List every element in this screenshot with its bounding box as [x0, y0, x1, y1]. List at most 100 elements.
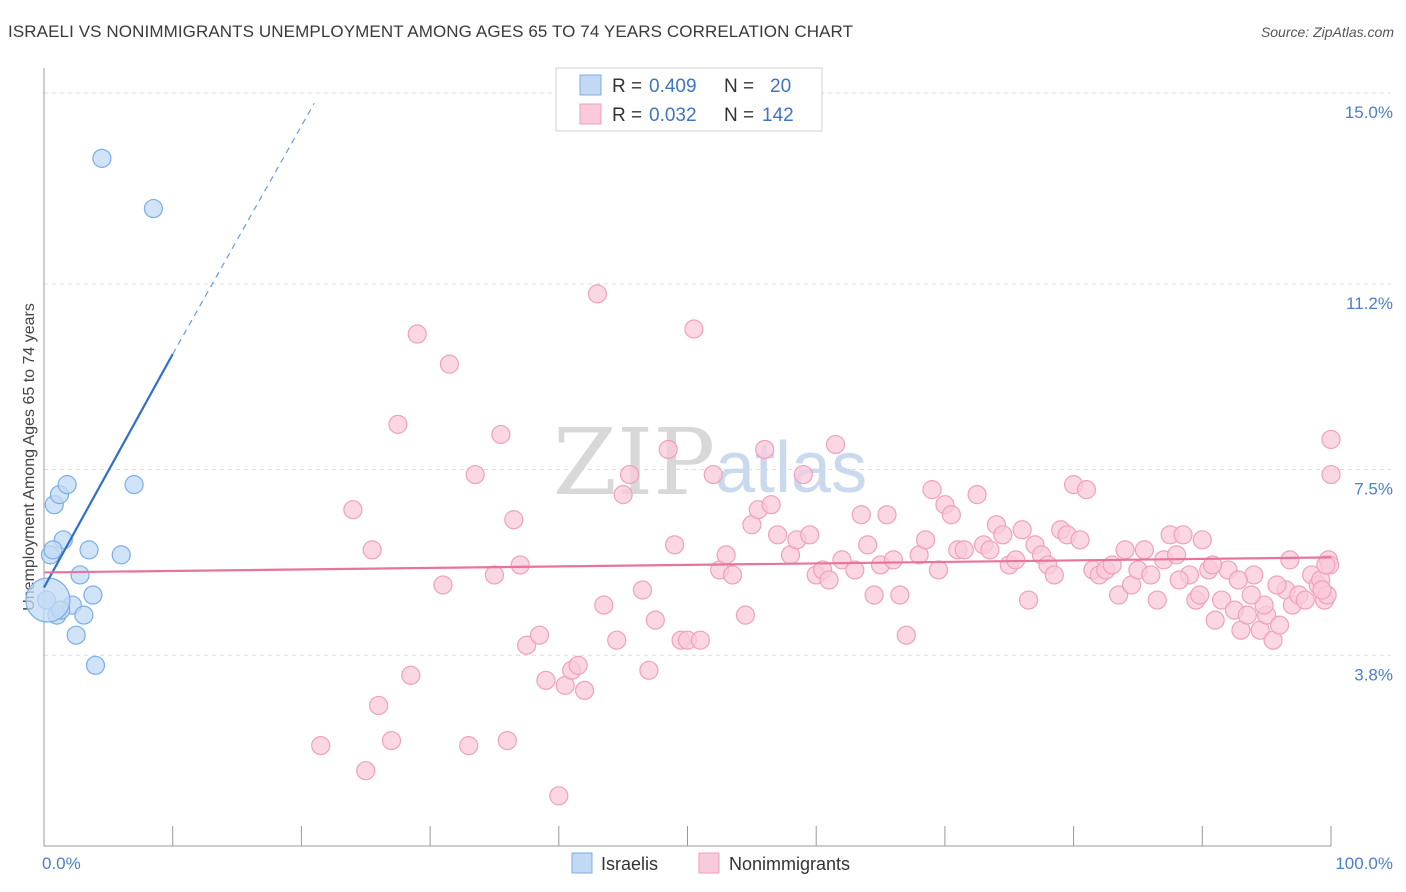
point-nonimmigrants-127: [1295, 590, 1315, 610]
legend-r-label-1: R =: [612, 76, 642, 97]
point-nonimmigrants-31: [632, 580, 653, 600]
y-tick-label-0: 3.8%: [1354, 665, 1393, 684]
point-nonimmigrants-39: [690, 630, 710, 650]
bottom-legend-swatch-israelis: [571, 852, 593, 874]
point-nonimmigrants-61: [858, 535, 878, 555]
legend-r-value-1: 0.409: [649, 76, 697, 97]
legend-n-value-1: 20: [770, 76, 791, 97]
point-nonimmigrants-28: [607, 630, 627, 650]
legend-r-label-2: R =: [612, 105, 642, 126]
point-nonimmigrants-111: [1192, 530, 1212, 550]
point-nonimmigrants-71: [928, 560, 949, 580]
point-nonimmigrants-62: [864, 585, 884, 605]
point-nonimmigrants-32: [639, 660, 659, 680]
point-nonimmigrants-75: [954, 540, 974, 560]
point-nonimmigrants-114: [1212, 590, 1232, 610]
point-nonimmigrants-43: [722, 565, 743, 585]
point-nonimmigrants-70: [922, 480, 942, 500]
point-nonimmigrants-1: [343, 500, 363, 520]
point-nonimmigrants-15: [497, 730, 517, 751]
point-nonimmigrants-97: [1102, 555, 1122, 575]
point-nonimmigrants-104: [1147, 590, 1167, 610]
point-nonimmigrants-57: [825, 434, 846, 455]
point-nonimmigrants-34: [658, 439, 678, 460]
point-nonimmigrants-140: [1267, 575, 1287, 595]
point-nonimmigrants-25: [574, 680, 595, 701]
point-nonimmigrants-144: [1202, 555, 1223, 575]
point-nonimmigrants-65: [883, 550, 904, 570]
point-nonimmigrants-13: [484, 565, 505, 585]
point-israelis-13: [92, 148, 112, 168]
trend-lines: [43, 102, 1332, 589]
point-nonimmigrants-118: [1237, 605, 1257, 625]
point-nonimmigrants-58: [832, 550, 852, 570]
point-nonimmigrants-59: [845, 560, 865, 580]
point-nonimmigrants-49: [767, 525, 788, 545]
point-nonimmigrants-137: [1316, 555, 1336, 575]
trend-israelis-dashed: [172, 102, 315, 355]
point-nonimmigrants-99: [1115, 540, 1135, 560]
point-nonimmigrants-8: [407, 324, 427, 344]
chart-title: ISRAELI VS NONIMMIGRANTS UNEMPLOYMENT AM…: [8, 22, 854, 41]
point-nonimmigrants-27: [594, 595, 614, 615]
legend-r-value-2: 0.032: [649, 105, 697, 126]
point-nonimmigrants-6: [388, 414, 408, 434]
point-nonimmigrants-19: [529, 625, 550, 645]
point-nonimmigrants-16: [504, 510, 524, 530]
point-nonimmigrants-26: [587, 284, 608, 304]
bottom-legend-swatch-nonimmigrants: [698, 852, 720, 874]
bottom-legend: Israelis Nonimmigrants: [571, 852, 850, 874]
point-nonimmigrants-33: [645, 610, 665, 630]
point-nonimmigrants-9: [433, 575, 453, 595]
x-tick-label-max: 100.0%: [1335, 854, 1393, 873]
point-nonimmigrants-64: [877, 505, 897, 525]
point-nonimmigrants-53: [800, 525, 820, 545]
point-nonimmigrants-44: [735, 605, 756, 625]
point-nonimmigrants-67: [896, 625, 916, 645]
point-nonimmigrants-146: [1169, 570, 1189, 590]
point-nonimmigrants-29: [613, 485, 633, 505]
point-nonimmigrants-66: [890, 585, 910, 605]
y-tick-label-1: 7.5%: [1354, 480, 1393, 499]
gridlines: [44, 92, 1391, 656]
point-nonimmigrants-24: [568, 655, 588, 675]
x-ticks: [43, 826, 1332, 846]
point-nonimmigrants-93: [1076, 480, 1097, 500]
point-nonimmigrants-141: [1254, 595, 1274, 615]
point-nonimmigrants-56: [819, 570, 839, 590]
point-nonimmigrants-48: [761, 495, 781, 515]
legend: R = 0.409 N = 20 R = 0.032 N = 142: [555, 67, 823, 132]
watermark-atlas-text: atlas: [715, 428, 867, 508]
point-israelis-9: [74, 605, 94, 625]
watermark-zip-text: ZIP: [553, 409, 715, 516]
point-israelis-12: [85, 655, 106, 675]
point-nonimmigrants-136: [1321, 429, 1341, 450]
point-nonimmigrants-107: [1166, 545, 1187, 565]
point-nonimmigrants-78: [980, 540, 1000, 560]
point-israelis-10: [79, 540, 99, 560]
trend-israelis-solid: [43, 353, 174, 589]
point-nonimmigrants-11: [459, 736, 479, 756]
legend-n-value-2: 142: [762, 105, 794, 126]
point-nonimmigrants-30: [619, 464, 640, 485]
point-nonimmigrants-80: [993, 525, 1013, 545]
point-nonimmigrants-103: [1141, 565, 1161, 585]
y-axis-label: Unemployment Among Ages 65 to 74 years: [21, 303, 38, 611]
point-israelis-18: [43, 540, 63, 560]
point-nonimmigrants-83: [1012, 520, 1032, 540]
point-nonimmigrants-142: [1241, 585, 1261, 605]
y-tick-label-3: 15.0%: [1345, 103, 1393, 122]
point-nonimmigrants-138: [1312, 580, 1332, 600]
point-nonimmigrants-42: [716, 545, 736, 565]
point-israelis-8: [70, 565, 90, 585]
point-israelis-14: [111, 545, 131, 565]
legend-n-label-1: N =: [724, 76, 754, 97]
point-israelis-16: [143, 198, 163, 219]
point-nonimmigrants-40: [703, 464, 723, 485]
point-israelis-large: [25, 577, 71, 623]
point-nonimmigrants-47: [755, 439, 775, 460]
point-nonimmigrants-76: [967, 485, 987, 505]
point-nonimmigrants-0: [311, 736, 331, 756]
point-nonimmigrants-21: [549, 786, 569, 806]
